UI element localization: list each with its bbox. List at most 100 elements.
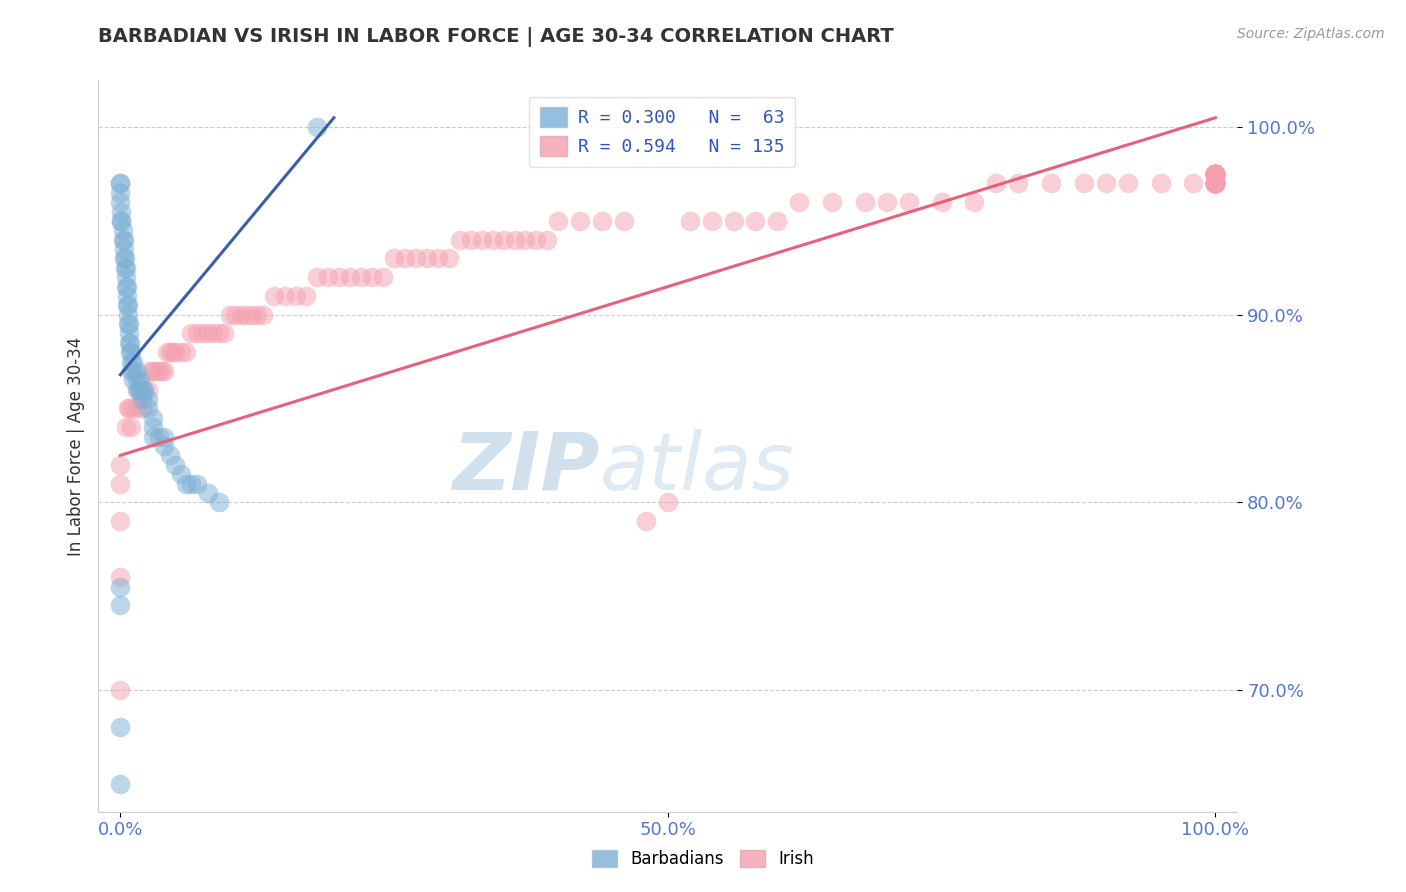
Point: [318, 270, 340, 285]
Point: [129, 373, 152, 387]
Point: [1204, 167, 1226, 181]
Point: [1204, 177, 1226, 191]
Point: [1204, 177, 1226, 191]
Point: [481, 233, 503, 247]
Point: [208, 326, 231, 341]
Point: [136, 383, 159, 397]
Point: [122, 401, 145, 416]
Point: [148, 429, 170, 443]
Point: [224, 308, 246, 322]
Point: [1182, 177, 1205, 191]
Point: [657, 495, 679, 509]
Point: [115, 298, 138, 312]
Point: [131, 383, 153, 397]
Point: [159, 345, 181, 359]
Point: [1204, 177, 1226, 191]
Point: [134, 383, 156, 397]
Point: [129, 383, 152, 397]
Point: [125, 401, 148, 416]
Point: [1204, 167, 1226, 181]
Point: [339, 270, 361, 285]
Point: [110, 177, 132, 191]
Point: [1204, 177, 1226, 191]
Point: [186, 326, 208, 341]
Point: [110, 186, 132, 200]
Point: [1204, 167, 1226, 181]
Point: [744, 214, 766, 228]
Point: [1204, 167, 1226, 181]
Point: [127, 383, 149, 397]
Point: [1204, 177, 1226, 191]
Point: [1204, 177, 1226, 191]
Point: [426, 252, 449, 266]
Point: [1204, 167, 1226, 181]
Point: [114, 260, 136, 275]
Point: [148, 364, 170, 378]
Point: [111, 223, 134, 237]
Point: [218, 308, 240, 322]
Point: [136, 392, 159, 406]
Point: [569, 214, 592, 228]
Point: [120, 420, 142, 434]
Point: [191, 326, 214, 341]
Point: [114, 270, 136, 285]
Point: [197, 326, 219, 341]
Point: [1204, 177, 1226, 191]
Point: [142, 420, 165, 434]
Point: [110, 682, 132, 697]
Point: [156, 345, 179, 359]
Point: [208, 495, 231, 509]
Point: [1204, 167, 1226, 181]
Point: [766, 214, 789, 228]
Point: [394, 252, 416, 266]
Point: [1204, 167, 1226, 181]
Point: [350, 270, 373, 285]
Point: [700, 214, 723, 228]
Point: [159, 449, 181, 463]
Point: [110, 177, 132, 191]
Point: [174, 476, 197, 491]
Point: [1204, 177, 1226, 191]
Point: [120, 364, 142, 378]
Point: [112, 252, 135, 266]
Point: [1204, 177, 1226, 191]
Point: [1007, 177, 1029, 191]
Point: [169, 345, 191, 359]
Point: [165, 458, 187, 472]
Point: [110, 599, 132, 613]
Point: [112, 242, 135, 256]
Point: [416, 252, 439, 266]
Point: [821, 195, 844, 210]
Point: [165, 345, 187, 359]
Point: [114, 420, 136, 434]
Point: [153, 364, 176, 378]
Y-axis label: In Labor Force | Age 30-34: In Labor Force | Age 30-34: [66, 336, 84, 556]
Point: [503, 233, 526, 247]
Point: [153, 429, 176, 443]
Point: [547, 214, 569, 228]
Point: [853, 195, 876, 210]
Point: [235, 308, 257, 322]
Point: [1204, 167, 1226, 181]
Point: [112, 233, 135, 247]
Point: [110, 458, 132, 472]
Point: [1204, 177, 1226, 191]
Point: [125, 364, 148, 378]
Point: [1204, 167, 1226, 181]
Point: [153, 439, 176, 453]
Point: [111, 233, 134, 247]
Point: [931, 195, 953, 210]
Point: [120, 335, 142, 350]
Point: [118, 317, 141, 331]
Point: [536, 233, 558, 247]
Point: [1073, 177, 1095, 191]
Point: [284, 289, 307, 303]
Point: [1204, 177, 1226, 191]
Point: [1204, 167, 1226, 181]
Point: [1040, 177, 1063, 191]
Point: [114, 252, 136, 266]
Point: [382, 252, 405, 266]
Point: [180, 476, 202, 491]
Point: [252, 308, 274, 322]
Point: [1204, 177, 1226, 191]
